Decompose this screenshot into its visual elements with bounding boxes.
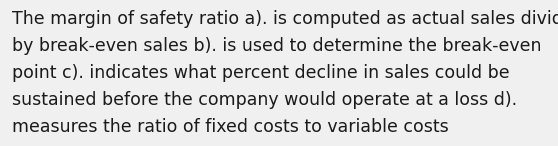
Text: The margin of safety ratio a). is computed as actual sales divided: The margin of safety ratio a). is comput… [12,10,558,28]
Text: by break-even sales b). is used to determine the break-even: by break-even sales b). is used to deter… [12,37,542,55]
Text: point c). indicates what percent decline in sales could be: point c). indicates what percent decline… [12,64,510,82]
Text: measures the ratio of fixed costs to variable costs: measures the ratio of fixed costs to var… [12,118,449,136]
Text: sustained before the company would operate at a loss d).: sustained before the company would opera… [12,91,517,109]
